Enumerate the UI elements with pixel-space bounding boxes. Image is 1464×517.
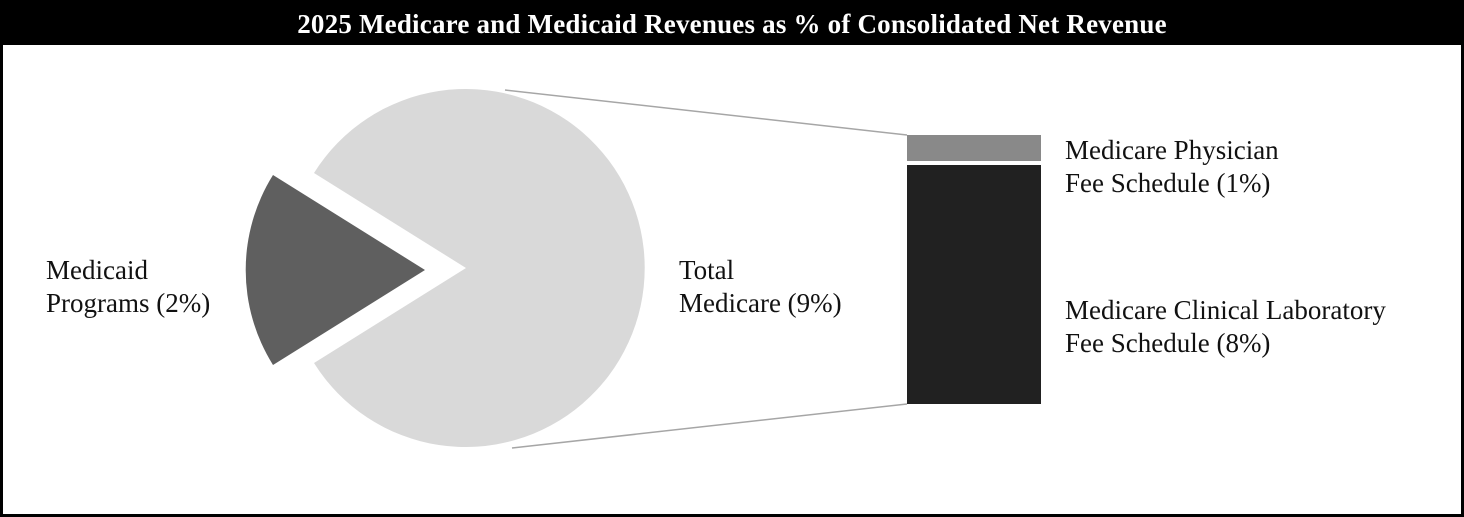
- label-clinical-lab-line2: Fee Schedule (8%): [1065, 328, 1271, 358]
- label-medicaid-line1: Medicaid: [46, 255, 148, 285]
- label-clinical-lab-line1: Medicare Clinical Laboratory: [1065, 295, 1386, 325]
- pie-slice-medicaid-exploded: [245, 175, 425, 365]
- label-medicaid-programs: Medicaid Programs (2%): [46, 254, 210, 320]
- connector-line-top: [504, 89, 908, 136]
- label-physician-line1: Medicare Physician: [1065, 135, 1279, 165]
- label-physician-line2: Fee Schedule (1%): [1065, 168, 1271, 198]
- connector-line-bottom: [511, 403, 908, 449]
- bar-segment-clinical-lab-fee: [907, 165, 1041, 404]
- label-physician-fee-schedule: Medicare Physician Fee Schedule (1%): [1065, 134, 1279, 200]
- label-medicaid-line2: Programs (2%): [46, 288, 211, 318]
- chart-title-bar: 2025 Medicare and Medicaid Revenues as %…: [3, 3, 1461, 45]
- label-clinical-lab-fee-schedule: Medicare Clinical Laboratory Fee Schedul…: [1065, 294, 1386, 360]
- pie-slice-total-medicare: [314, 88, 645, 448]
- chart-title: 2025 Medicare and Medicaid Revenues as %…: [297, 8, 1167, 39]
- label-total-medicare: Total Medicare (9%): [679, 254, 842, 320]
- label-total-medicare-line1: Total: [679, 255, 735, 285]
- label-total-medicare-line2: Medicare (9%): [679, 288, 842, 318]
- bar-segment-physician-fee: [907, 135, 1041, 161]
